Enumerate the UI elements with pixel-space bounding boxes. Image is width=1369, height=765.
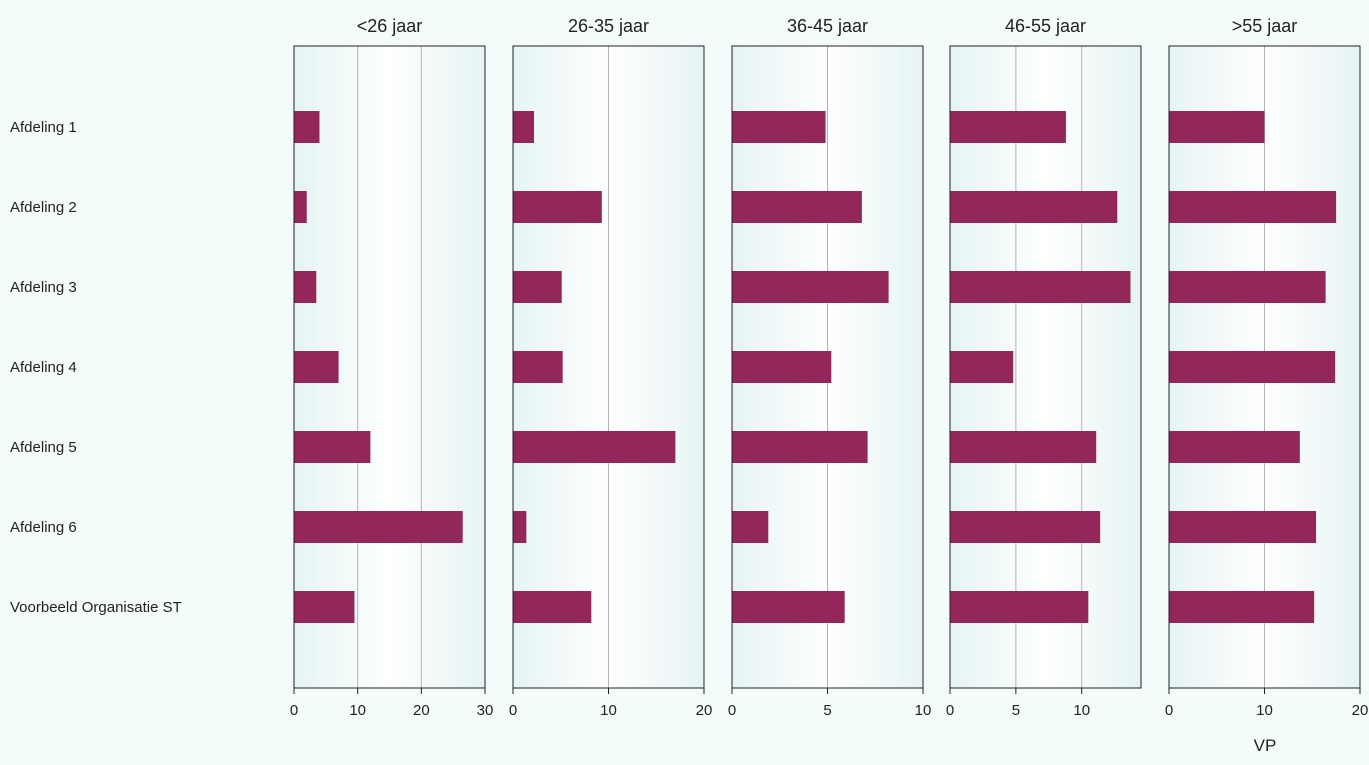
tick-label: 5 <box>1012 702 1020 719</box>
bar <box>1169 431 1300 463</box>
bar <box>732 111 826 143</box>
bar <box>1169 591 1315 623</box>
panel-title: <26 jaar <box>357 16 423 36</box>
category-label: Afdeling 3 <box>10 279 77 296</box>
tick-label: 10 <box>600 702 617 719</box>
bar <box>732 431 868 463</box>
bar <box>513 271 562 303</box>
bar <box>294 191 307 223</box>
category-label: Afdeling 4 <box>10 359 77 376</box>
bar <box>950 191 1118 223</box>
tick-label: 10 <box>1256 702 1273 719</box>
bar <box>513 111 535 143</box>
bar <box>1169 351 1336 383</box>
bar <box>732 511 769 543</box>
tick-label: 20 <box>413 702 430 719</box>
panel-border <box>949 45 1142 689</box>
tick-label: 10 <box>1073 702 1090 719</box>
bar <box>513 591 592 623</box>
category-label: Afdeling 5 <box>10 439 77 456</box>
bar <box>513 431 676 463</box>
panel-title: 36-45 jaar <box>787 16 868 36</box>
category-labels: Afdeling 1 Afdeling 2 Afdeling 3 Afdeling 4… <box>10 119 182 616</box>
bar <box>950 431 1097 463</box>
panel-title: 46-55 jaar <box>1005 16 1086 36</box>
category-label: Afdeling 6 <box>10 519 77 536</box>
bar <box>513 511 527 543</box>
bar <box>950 591 1089 623</box>
tick-label: 10 <box>349 702 366 719</box>
bar <box>732 191 862 223</box>
tick-label: 0 <box>946 702 954 719</box>
chart-panel: >55 jaar 0 10 20 <box>1165 16 1369 719</box>
chart-panel: 46-55 jaar 0 5 10 <box>946 16 1142 719</box>
bar <box>950 271 1131 303</box>
bar <box>1169 511 1317 543</box>
x-axis-label: VP <box>1254 736 1277 755</box>
tick-label: 0 <box>509 702 517 719</box>
chart-panel: 26-35 jaar 0 10 20 <box>509 16 713 719</box>
chart-panels: <26 jaar 0 10 20 30 26-35 jaar 0 10 20 36-45 jaar… <box>290 16 1369 719</box>
tick-label: 30 <box>477 702 494 719</box>
category-label: Afdeling 1 <box>10 119 77 136</box>
bar <box>294 111 320 143</box>
bar <box>1169 271 1326 303</box>
bar <box>950 111 1066 143</box>
tick-label: 5 <box>823 702 831 719</box>
bar <box>950 511 1101 543</box>
panel-title: >55 jaar <box>1232 16 1298 36</box>
tick-label: 20 <box>1352 702 1369 719</box>
chart-panel: <26 jaar 0 10 20 30 <box>290 16 494 719</box>
bar <box>294 351 339 383</box>
bar <box>1169 191 1337 223</box>
category-label: Voorbeeld Organisatie ST <box>10 599 182 616</box>
panel-title: 26-35 jaar <box>568 16 649 36</box>
category-label: Afdeling 2 <box>10 199 77 216</box>
bar <box>294 431 371 463</box>
tick-label: 20 <box>696 702 713 719</box>
tick-label: 10 <box>915 702 932 719</box>
bar <box>732 271 889 303</box>
tick-label: 0 <box>1165 702 1173 719</box>
bar <box>732 591 845 623</box>
bar <box>732 351 832 383</box>
bar <box>294 511 463 543</box>
panel-border <box>293 45 486 689</box>
bar <box>1169 111 1265 143</box>
bar <box>950 351 1014 383</box>
bar <box>294 271 317 303</box>
bar <box>513 191 602 223</box>
bar <box>513 351 563 383</box>
tick-label: 0 <box>728 702 736 719</box>
bar <box>294 591 355 623</box>
tick-label: 0 <box>290 702 298 719</box>
chart-panel: 36-45 jaar 0 5 10 <box>728 16 932 719</box>
